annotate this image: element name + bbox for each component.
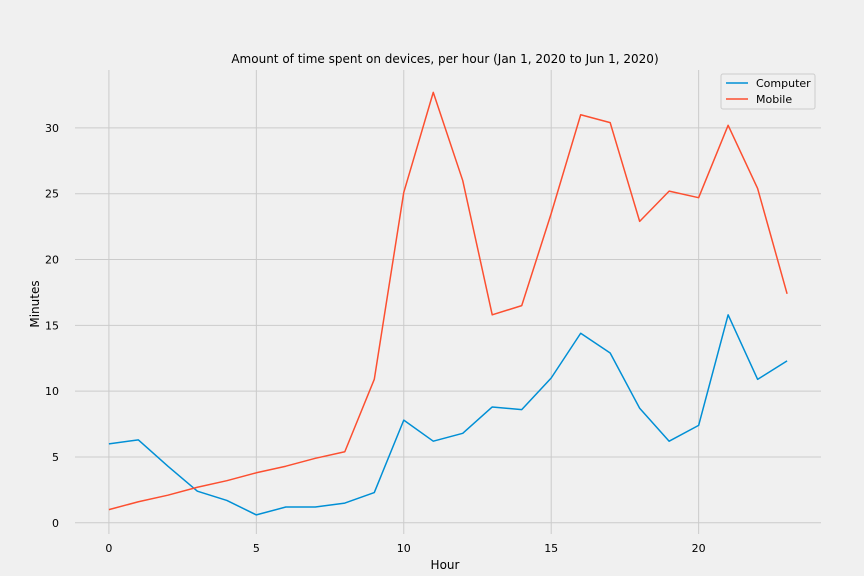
tick-labels: 0 5 10 15 20 25 30 0 5 10 15 20 <box>45 122 706 555</box>
x-tick-label: 15 <box>544 542 558 555</box>
legend-label-mobile: Mobile <box>756 93 792 106</box>
y-tick-label: 20 <box>45 254 59 267</box>
x-tick-label: 20 <box>692 542 706 555</box>
y-tick-label: 30 <box>45 122 59 135</box>
legend: Computer Mobile <box>720 73 816 110</box>
y-tick-label: 25 <box>45 188 59 201</box>
chart-title: Amount of time spent on devices, per hou… <box>231 52 658 66</box>
y-tick-label: 0 <box>52 517 59 530</box>
legend-label-computer: Computer <box>756 77 811 90</box>
y-tick-label: 10 <box>45 385 59 398</box>
x-tick-label: 10 <box>397 542 411 555</box>
series-line-mobile <box>108 91 788 511</box>
x-tick-label: 0 <box>105 542 112 555</box>
x-axis-label: Hour <box>431 558 460 572</box>
y-axis-label: Minutes <box>28 280 42 327</box>
series-line-computer <box>108 314 788 516</box>
x-tick-label: 5 <box>253 542 260 555</box>
grid-lines <box>75 70 821 534</box>
y-tick-label: 5 <box>52 451 59 464</box>
series-lines <box>108 91 788 516</box>
y-tick-label: 15 <box>45 319 59 332</box>
